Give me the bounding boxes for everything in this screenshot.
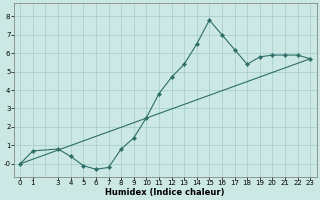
X-axis label: Humidex (Indice chaleur): Humidex (Indice chaleur): [106, 188, 225, 197]
